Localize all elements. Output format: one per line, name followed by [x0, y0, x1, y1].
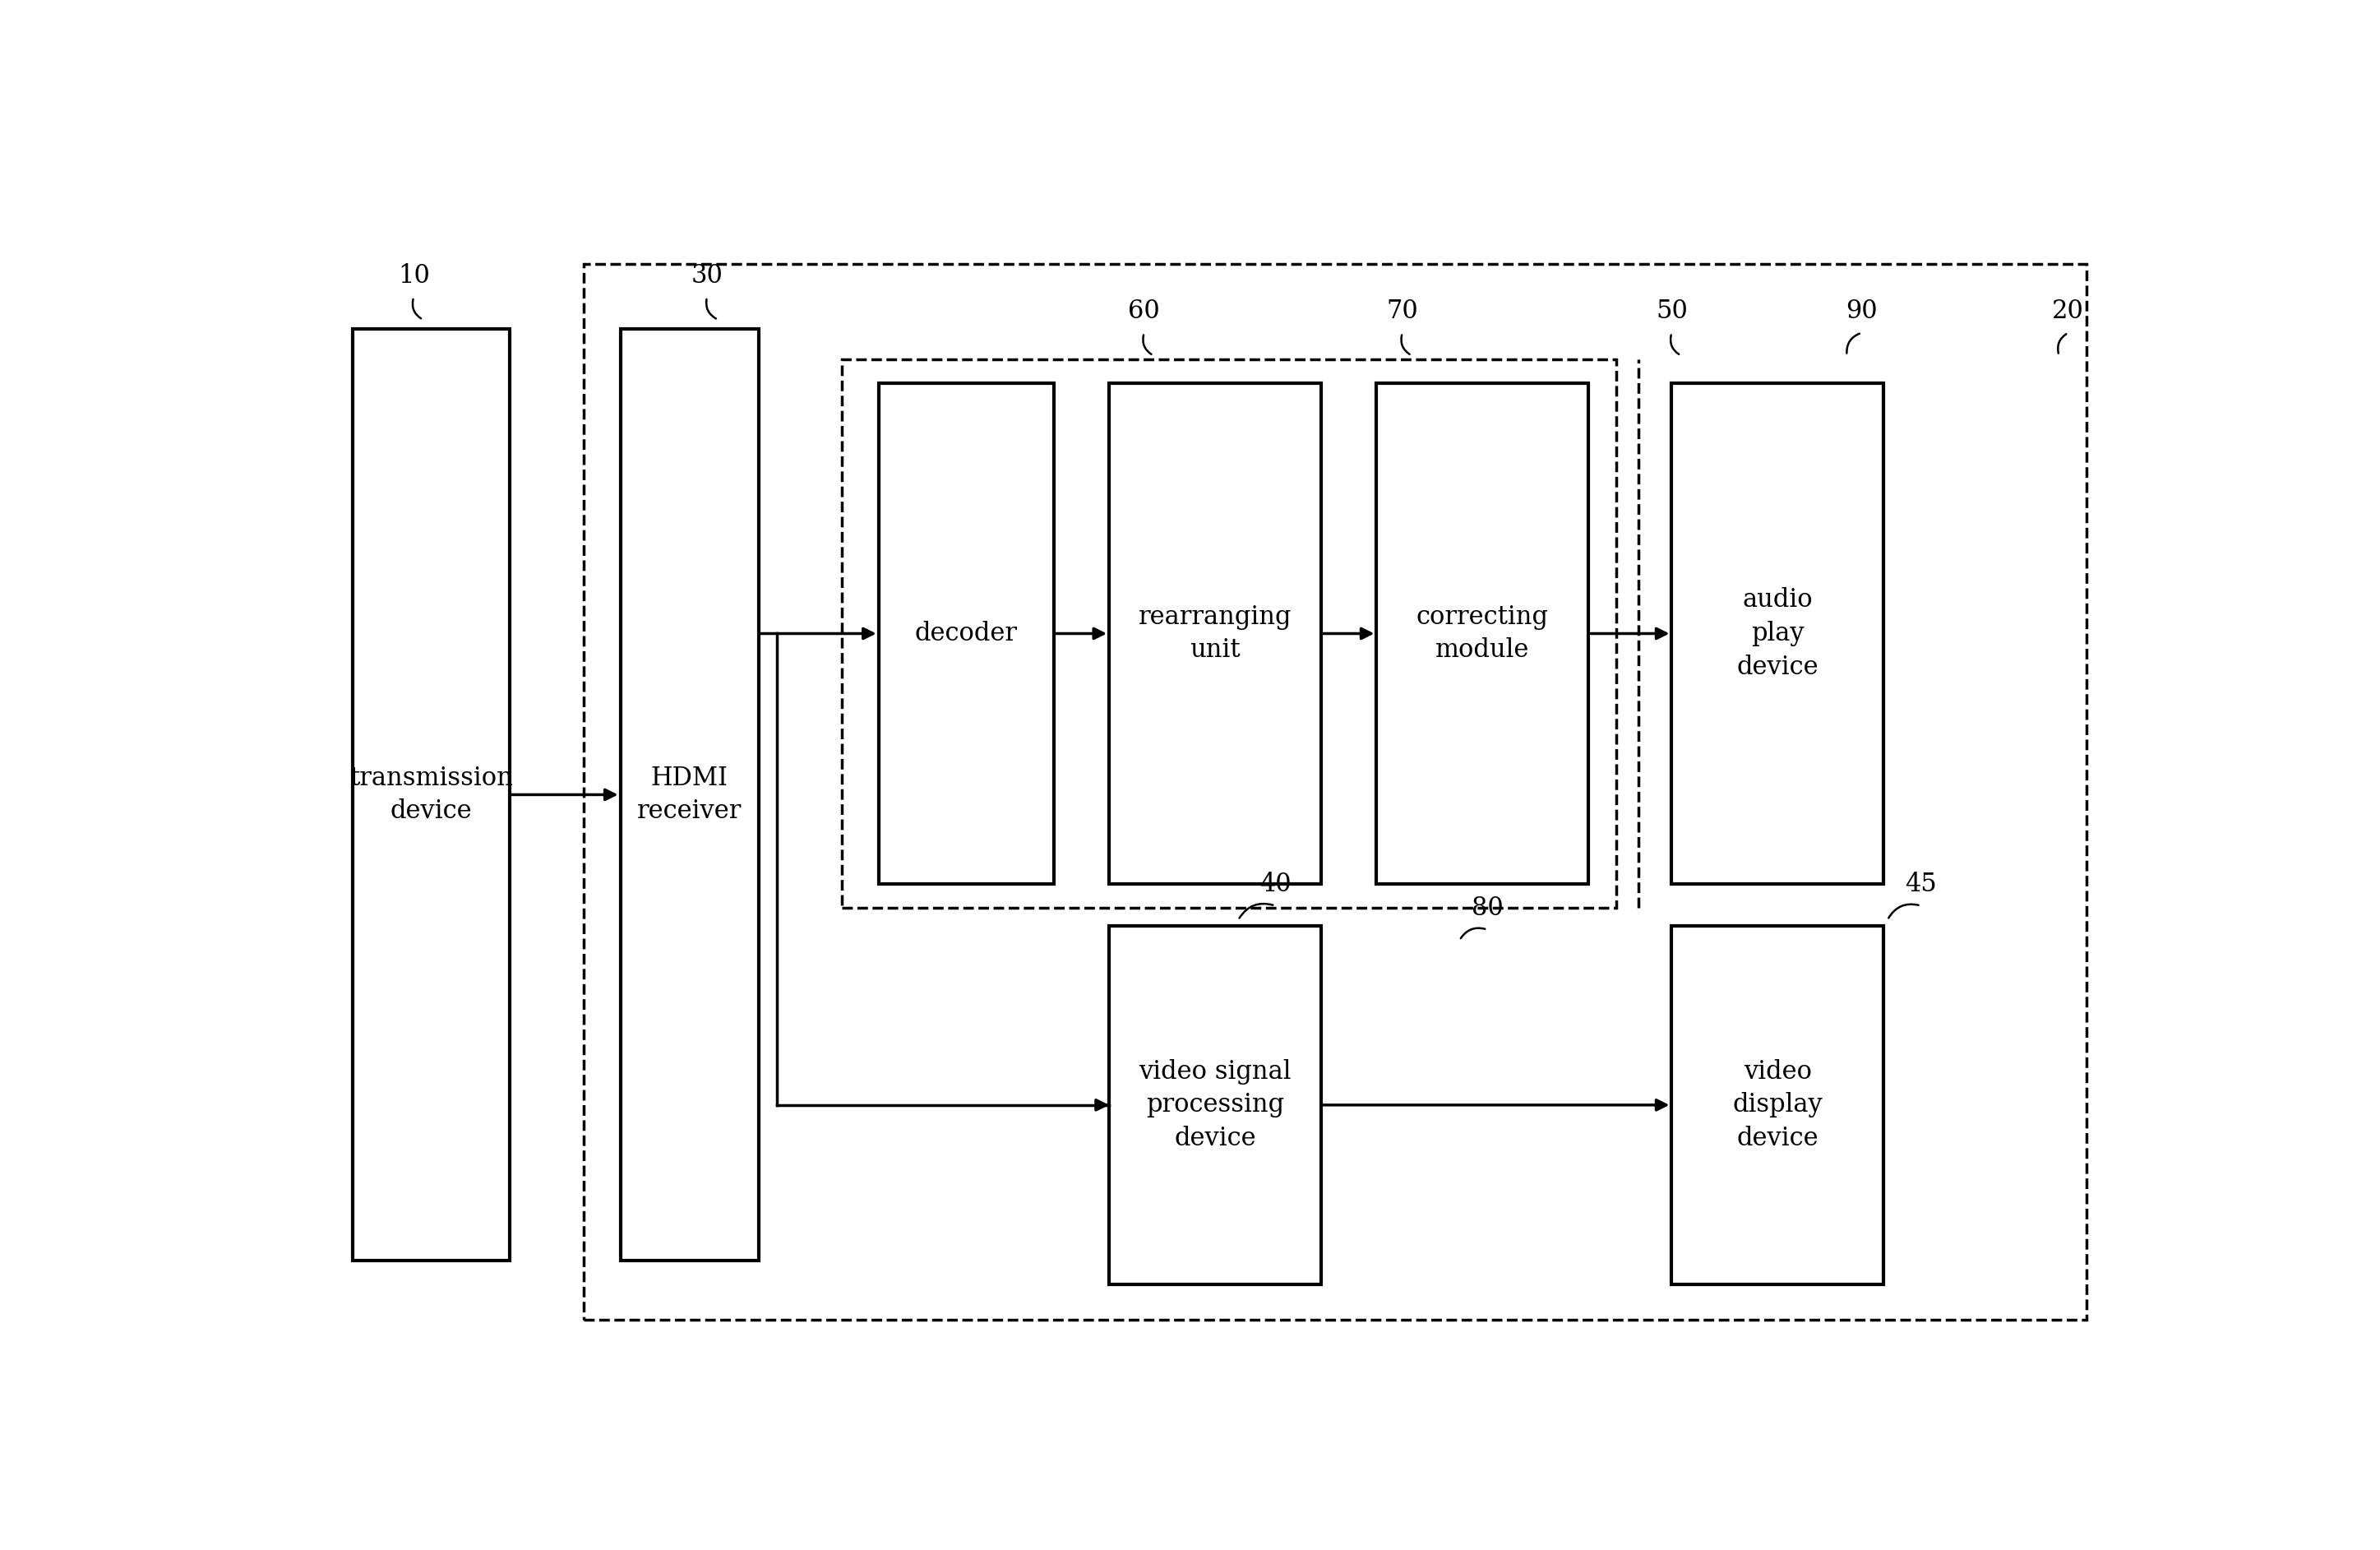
Text: video signal
processing
device: video signal processing device [1140, 1059, 1292, 1152]
Bar [1109, 383, 1321, 883]
Text: 30: 30 [690, 264, 724, 288]
Bar [1376, 383, 1590, 883]
Bar [583, 264, 2087, 1321]
FancyArrowPatch shape [1671, 335, 1678, 355]
FancyArrowPatch shape [1461, 928, 1485, 938]
FancyArrowPatch shape [1240, 904, 1273, 918]
Text: 90: 90 [1847, 299, 1878, 324]
Text: 45: 45 [1904, 871, 1937, 897]
Text: 40: 40 [1259, 871, 1290, 897]
FancyArrowPatch shape [1402, 335, 1409, 355]
FancyArrowPatch shape [1142, 335, 1152, 355]
FancyArrowPatch shape [1847, 333, 1859, 353]
Text: audio
play
device: audio play device [1737, 587, 1818, 680]
Text: 70: 70 [1388, 299, 1418, 324]
Bar [1109, 925, 1321, 1283]
Bar [621, 329, 759, 1260]
Bar [843, 360, 1616, 908]
Text: decoder: decoder [914, 622, 1019, 646]
Text: 60: 60 [1128, 299, 1159, 324]
Text: video
display
device: video display device [1733, 1059, 1823, 1152]
Text: 20: 20 [2052, 299, 2085, 324]
FancyArrowPatch shape [707, 299, 716, 319]
Text: 10: 10 [397, 264, 431, 288]
Bar [878, 383, 1054, 883]
FancyArrowPatch shape [2059, 333, 2066, 353]
Text: rearranging
unit: rearranging unit [1138, 604, 1292, 663]
Bar [1671, 383, 1885, 883]
Text: 50: 50 [1656, 299, 1687, 324]
Text: HDMI
receiver: HDMI receiver [638, 766, 743, 825]
FancyArrowPatch shape [412, 299, 421, 318]
Bar [1671, 925, 1885, 1283]
Text: 80: 80 [1471, 896, 1504, 921]
Bar [352, 329, 509, 1260]
FancyArrowPatch shape [1890, 904, 1918, 918]
Text: correcting
module: correcting module [1416, 604, 1549, 663]
Text: transmission
device: transmission device [350, 766, 514, 825]
